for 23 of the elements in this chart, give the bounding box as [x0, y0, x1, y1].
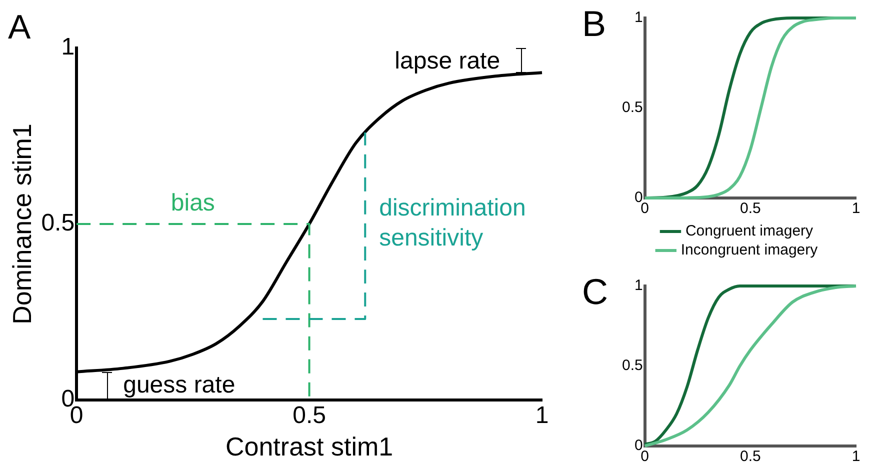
annotation: guess rate: [123, 372, 236, 399]
y-tick-label: 1: [634, 277, 643, 294]
legend-label: Congruent imagery: [685, 222, 814, 240]
annotation: bias: [170, 190, 215, 217]
y-tick-label: 0.5: [622, 357, 643, 374]
y-tick-label: 1: [61, 34, 75, 61]
y-tick-label: 0.5: [622, 99, 643, 116]
annotation: discrimination sensitivity: [379, 194, 526, 252]
legend-label: Incongruent imagery: [680, 242, 818, 259]
line-series: [643, 16, 858, 200]
x-tick-label: 1: [852, 448, 860, 466]
x-tick-label: 0.5: [740, 200, 761, 218]
chart-title: A: [8, 8, 31, 46]
x-tick-label: 1: [852, 200, 860, 218]
y-tick-label: 1: [634, 9, 643, 26]
x-tick-label: 0.5: [740, 448, 761, 466]
chart-title: B: [582, 2, 606, 44]
x-tick-label: 1: [535, 402, 549, 430]
annotation: lapse rate: [394, 48, 500, 75]
chart-title: C: [582, 270, 608, 312]
x-tick-label: 0.5: [292, 402, 326, 430]
x-axis-title: Contrast stim1: [225, 432, 394, 462]
y-axis-title: Dominance stim1: [6, 124, 37, 324]
